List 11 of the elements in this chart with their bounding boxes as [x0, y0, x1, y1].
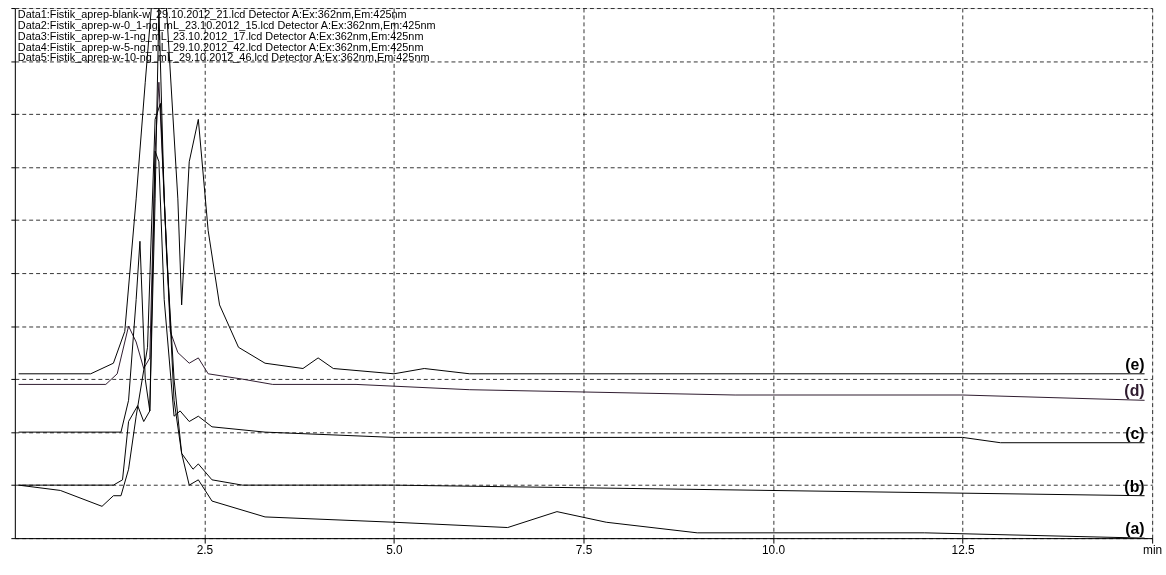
- series-label: (d): [1124, 382, 1145, 400]
- series-label: (c): [1125, 424, 1145, 442]
- series-label: (b): [1124, 477, 1145, 495]
- x-tick-label: 10.0: [762, 543, 786, 558]
- x-tick-label: min: [1143, 543, 1163, 558]
- x-tick-label: 5.0: [386, 543, 404, 558]
- series-label: (e): [1125, 355, 1145, 373]
- series-label: (a): [1125, 520, 1145, 538]
- x-tick-label: 7.5: [575, 543, 593, 558]
- x-tick-label: 2.5: [196, 543, 214, 558]
- x-tick-label: 12.5: [951, 543, 976, 558]
